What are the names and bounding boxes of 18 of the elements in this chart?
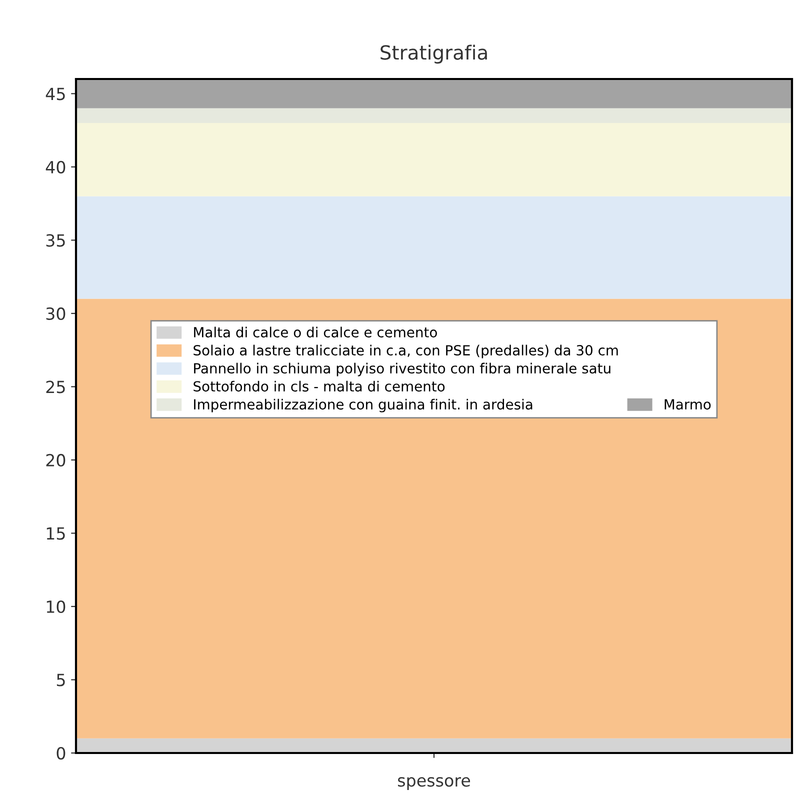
legend-label: Marmo: [664, 399, 711, 410]
x-axis-title: spessore: [398, 777, 470, 790]
y-tick-label: 0: [56, 746, 66, 760]
legend-label: Sottofondo in cls - malta di cemento: [194, 380, 445, 392]
y-tick-label: 10: [46, 600, 66, 614]
y-tick-label: 45: [46, 88, 65, 100]
y-tick-label: 35: [46, 234, 65, 247]
legend-label: Pannello in schiuma polyiso rivestito con fibra minerale satu: [194, 362, 610, 376]
y-tick-label: 5: [56, 674, 65, 686]
legend-label: Solaio a lastre tralicciate in c.a, con PSE (predalles) da 30 cm: [194, 344, 618, 358]
legend-label: Malta di calce o di calce e cemento: [194, 326, 437, 338]
y-tick-label: 40: [46, 160, 66, 174]
y-tick-label: 30: [46, 307, 66, 320]
chart-title: Stratigrafia: [380, 44, 487, 64]
legend-label: Impermeabilizzazione con guaina finit. in ardesia: [194, 398, 532, 412]
y-tick-label: 15: [46, 527, 65, 540]
y-tick-label: 25: [46, 380, 65, 394]
y-tick-label: 20: [46, 454, 66, 467]
